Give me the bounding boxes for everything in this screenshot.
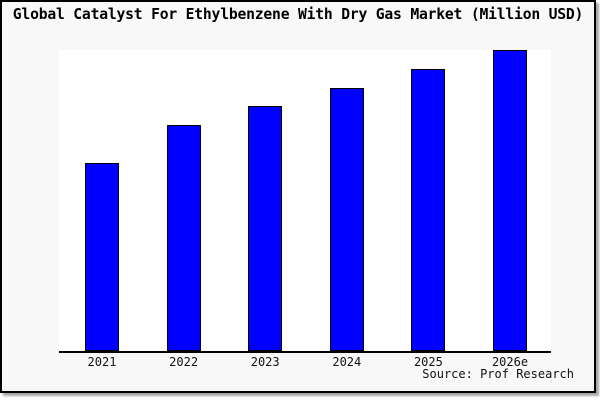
bar-2021 <box>85 163 119 351</box>
x-tick-label-2023: 2023 <box>250 355 280 369</box>
x-tick-label-2024: 2024 <box>332 355 362 369</box>
chart-title: Global Catalyst For Ethylbenzene With Dr… <box>12 6 584 23</box>
bar-2026e <box>493 50 527 351</box>
bar-2022 <box>166 125 201 351</box>
x-tick-label-2026e: 2026e <box>491 355 529 369</box>
x-axis-labels: 2021 2022 2023 2024 2025 2026e <box>0 355 600 371</box>
x-tick-label-2025: 2025 <box>413 355 443 369</box>
bar-2023 <box>248 106 283 351</box>
x-tick-label-2022: 2022 <box>169 355 199 369</box>
bar-2024 <box>329 88 364 351</box>
bar-2025 <box>411 69 446 351</box>
plot-area <box>59 50 551 353</box>
x-tick-label-2021: 2021 <box>87 355 117 369</box>
source-credit: Source: Prof Research <box>422 367 574 381</box>
